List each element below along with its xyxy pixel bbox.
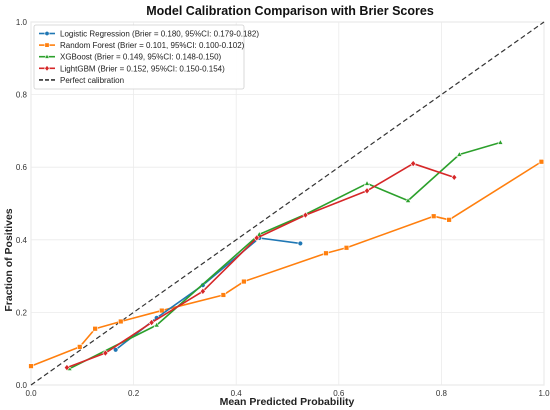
legend-label: Logistic Regression (Brier = 0.180, 95%C… — [60, 30, 259, 39]
data-point — [220, 292, 227, 298]
legend-label: LightGBM (Brier = 0.152, 95%CI: 0.150-0.… — [60, 64, 225, 73]
legend-marker — [44, 42, 50, 48]
data-point — [63, 363, 70, 372]
series-line — [30, 21, 545, 386]
data-point — [102, 349, 109, 357]
legend-label: Random Forest (Brier = 0.101, 95%CI: 0.1… — [60, 41, 245, 50]
legend-marker — [44, 64, 50, 72]
data-point — [363, 180, 371, 186]
legend-entry: XGBoost (Brier = 0.149, 95%CI: 0.148-0.1… — [39, 53, 222, 62]
y-tick-label: 0.2 — [16, 308, 28, 317]
data-point — [323, 250, 329, 256]
chart-title: Model Calibration Comparison with Brier … — [146, 4, 434, 18]
data-point — [92, 326, 98, 332]
legend-marker — [44, 30, 50, 36]
legend-entry: Random Forest (Brier = 0.101, 95%CI: 0.1… — [39, 41, 245, 50]
data-point — [241, 278, 247, 285]
series-layer — [28, 21, 545, 386]
data-point — [112, 347, 119, 353]
data-point — [148, 318, 155, 327]
data-point — [343, 245, 350, 251]
series-4 — [30, 21, 545, 386]
data-point — [302, 211, 309, 219]
x-tick-label: 0.2 — [128, 389, 140, 398]
y-tick-label: 0.4 — [16, 236, 28, 245]
legend-entry: Logistic Regression (Brier = 0.180, 95%C… — [39, 30, 259, 39]
grid — [30, 21, 545, 386]
legend-label: XGBoost (Brier = 0.149, 95%CI: 0.148-0.1… — [60, 53, 222, 62]
x-tick-label: 0.0 — [25, 389, 37, 398]
data-point — [153, 321, 160, 328]
series-line — [69, 141, 501, 370]
y-tick-label: 0.8 — [16, 91, 28, 100]
series-2 — [66, 139, 504, 371]
data-point — [456, 150, 463, 157]
legend-marker — [44, 53, 50, 59]
tick-labels: 0.00.0 0.2 0.2 0.4 0.4 0.6 0.6 0.8 0.8 1.0 1.0 — [16, 18, 550, 398]
data-point — [253, 234, 260, 242]
data-point — [446, 217, 452, 223]
data-point — [451, 173, 458, 181]
legend: Logistic Regression (Brier = 0.180, 95%C… — [33, 24, 259, 90]
x-tick-label: 1.0 — [538, 389, 550, 398]
y-axis-label: Fraction of Positives — [3, 208, 15, 311]
data-point — [363, 187, 371, 195]
y-tick-label: 0.0 — [16, 381, 28, 390]
legend-entry: LightGBM (Brier = 0.152, 95%CI: 0.150-0.… — [39, 64, 225, 73]
legend-entry: Perfect calibration — [39, 76, 124, 85]
data-point — [431, 213, 437, 219]
data-point — [297, 240, 304, 247]
series-3 — [63, 159, 458, 372]
data-point — [404, 197, 412, 203]
legend-box — [33, 24, 245, 90]
data-point — [410, 159, 417, 168]
x-tick-label: 0.6 — [333, 389, 345, 398]
data-point — [77, 344, 83, 350]
y-tick-label: 0.6 — [16, 163, 28, 172]
x-tick-label: 0.8 — [436, 389, 448, 398]
data-point — [199, 287, 206, 295]
series-1 — [28, 159, 545, 369]
data-point — [159, 307, 165, 314]
y-tick-label: 1.0 — [16, 18, 28, 27]
data-point — [497, 139, 504, 145]
x-axis-label: Mean Predicted Probability — [220, 396, 355, 408]
data-point — [118, 318, 124, 325]
data-point — [28, 363, 34, 369]
data-point — [538, 159, 545, 165]
x-tick-label: 0.4 — [231, 389, 243, 398]
legend-label: Perfect calibration — [60, 76, 124, 85]
